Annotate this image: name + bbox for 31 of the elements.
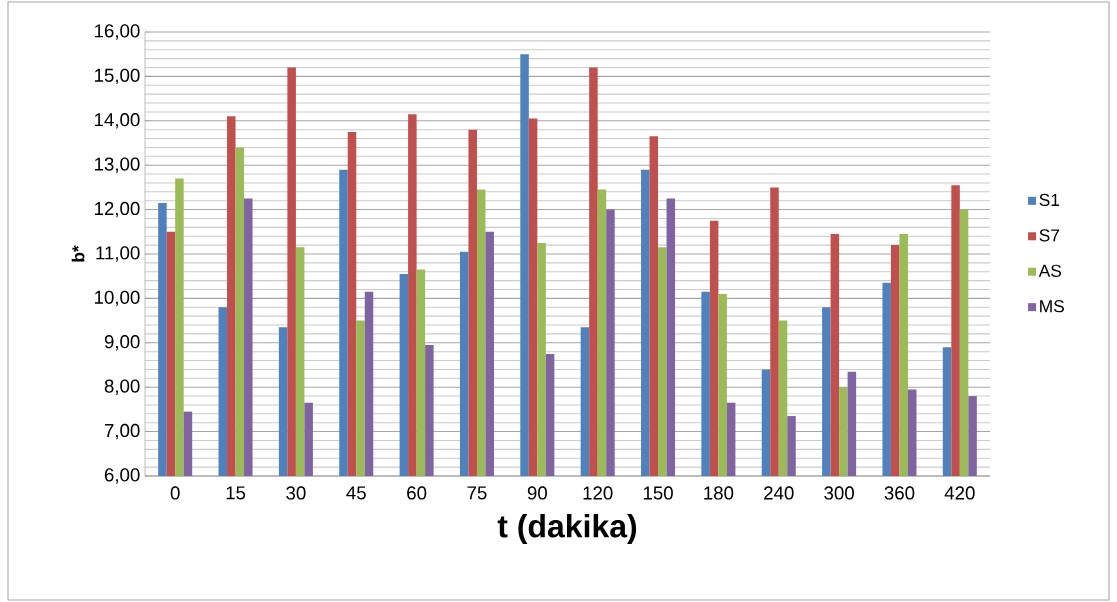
x-tick-label: 240 <box>764 486 794 500</box>
x-tick-label: 180 <box>704 486 734 500</box>
x-tick-label: 120 <box>583 486 613 500</box>
x-tick-label: 420 <box>944 486 975 500</box>
y-tick-label: 7,00 <box>104 423 140 440</box>
legend-label: S7 <box>1039 229 1060 242</box>
y-tick-label: 8,00 <box>104 379 140 395</box>
x-tick-label: 300 <box>824 486 854 500</box>
x-tick-label: 90 <box>527 486 547 500</box>
x-tick-label: 75 <box>467 486 487 500</box>
y-tick-label: 13,00 <box>95 157 140 173</box>
x-tick-label: 45 <box>346 486 366 500</box>
y-tick-label: 12,00 <box>95 201 140 218</box>
y-tick-label: 10,00 <box>95 290 140 307</box>
y-tick-label: 9,00 <box>104 335 140 351</box>
x-tick-label: 0 <box>170 486 180 500</box>
x-axis-title: t (dakika) <box>497 514 637 544</box>
x-tick-label: 60 <box>407 486 427 500</box>
legend-label: AS <box>1038 264 1062 277</box>
y-tick-label: 15,00 <box>95 68 140 85</box>
x-tick-label: 150 <box>643 486 673 500</box>
legend-label: S1 <box>1039 193 1060 207</box>
y-tick-label: 11,00 <box>96 246 140 262</box>
legend-label: MS <box>1040 300 1064 313</box>
x-tick-label: 360 <box>884 486 915 500</box>
x-tick-label: 30 <box>286 486 306 500</box>
y-axis-title: b* <box>71 245 85 262</box>
y-tick-label: 6,00 <box>104 468 140 484</box>
y-tick-label: 16,00 <box>95 24 140 40</box>
x-tick-label: 15 <box>226 486 246 500</box>
y-tick-label: 14,00 <box>95 113 140 129</box>
